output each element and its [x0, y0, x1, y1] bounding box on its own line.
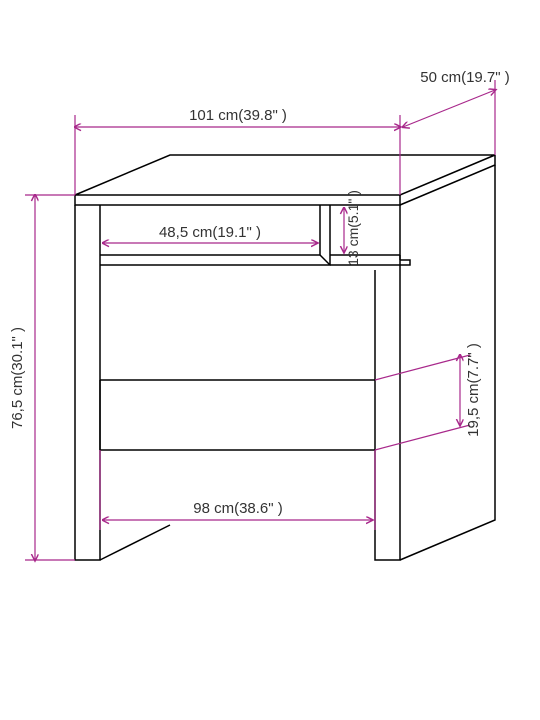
dim-width-top-label: 101 cm(39.8" ) [189, 107, 287, 124]
dim-depth-top-line [403, 90, 495, 127]
dim-shelf-height-label: 13 cm(5.1" ) [345, 190, 361, 266]
desk-outline [75, 155, 495, 560]
dimension-diagram: 101 cm(39.8" ) 50 cm(19.7" ) 76,5 cm(30.… [0, 0, 540, 720]
dim-inner-width-label: 98 cm(38.6" ) [193, 500, 283, 517]
diagram-svg: 101 cm(39.8" ) 50 cm(19.7" ) 76,5 cm(30.… [0, 0, 540, 720]
dim-panel-height-label: 19,5 cm(7.7" ) [465, 343, 482, 437]
dim-depth-top-label: 50 cm(19.7" ) [420, 69, 510, 86]
dimensions-group: 101 cm(39.8" ) 50 cm(19.7" ) 76,5 cm(30.… [9, 69, 510, 560]
dim-shelf-width-label: 48,5 cm(19.1" ) [159, 224, 261, 241]
dim-height-left-label: 76,5 cm(30.1" ) [9, 327, 26, 429]
